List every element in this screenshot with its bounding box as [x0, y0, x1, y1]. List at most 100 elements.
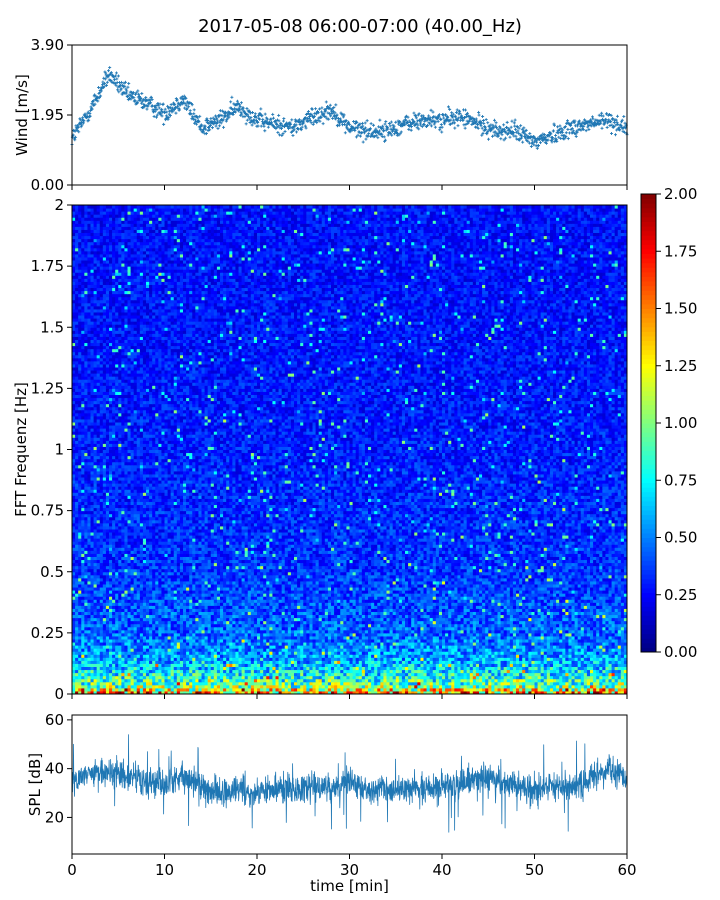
wind-point — [174, 112, 177, 115]
wind-point — [565, 131, 568, 134]
wind-point — [331, 117, 334, 120]
wind-point — [136, 89, 139, 92]
wind-point — [211, 126, 214, 129]
wind-point — [464, 109, 467, 112]
wind-point — [372, 124, 375, 127]
wind-point — [530, 145, 533, 148]
wind-point — [554, 134, 557, 137]
wind-point — [441, 126, 444, 129]
wind-point — [145, 108, 148, 111]
wind-point — [263, 125, 266, 128]
wind-point — [566, 128, 569, 131]
wind-point — [443, 122, 446, 125]
wind-point — [107, 69, 110, 72]
wind-point — [190, 113, 193, 116]
wind-point — [486, 121, 489, 124]
wind-point — [260, 125, 263, 128]
wind-point — [251, 124, 254, 127]
wind-point — [440, 123, 443, 126]
wind-point — [126, 86, 129, 89]
wind-point — [108, 66, 111, 69]
wind-point — [162, 123, 165, 126]
wind-point — [364, 121, 367, 124]
wind-point — [263, 129, 266, 132]
wind-point — [205, 132, 208, 135]
wind-point — [115, 71, 118, 74]
wind-point — [437, 120, 440, 123]
wind-point — [531, 139, 534, 142]
wind-point — [240, 101, 243, 104]
wind-point — [521, 141, 524, 144]
wind-point — [282, 117, 285, 120]
wind-point — [453, 127, 456, 130]
wind-point — [284, 130, 287, 133]
wind-point — [140, 92, 143, 95]
wind-point — [383, 135, 386, 138]
wind-point — [514, 128, 517, 131]
wind-point — [97, 86, 100, 89]
wind-point — [261, 118, 264, 121]
wind-point — [362, 141, 365, 144]
wind-point — [322, 122, 325, 125]
wind-point — [245, 122, 248, 125]
wind-point — [327, 118, 330, 121]
wind-point — [277, 114, 280, 117]
wind-point — [198, 115, 201, 118]
wind-point — [216, 127, 219, 130]
wind-point — [504, 137, 507, 140]
wind-point — [444, 113, 447, 116]
wind-point — [314, 107, 317, 110]
wind-point — [378, 119, 381, 122]
wind-point — [430, 124, 433, 127]
wind-point — [243, 115, 246, 118]
wind-point — [290, 118, 293, 121]
wind-point — [267, 126, 270, 129]
wind-point — [162, 103, 165, 106]
wind-point — [334, 103, 337, 106]
wind-point — [430, 109, 433, 112]
wind-point — [370, 122, 373, 125]
wind-point — [502, 123, 505, 126]
wind-point — [81, 116, 84, 119]
wind-point — [164, 108, 167, 111]
wind-point — [481, 115, 484, 118]
wind-point — [552, 129, 555, 132]
wind-point — [366, 119, 369, 122]
wind-point — [364, 138, 367, 141]
wind-point — [291, 134, 294, 137]
wind-point — [478, 114, 481, 117]
wind-point — [495, 121, 498, 124]
wind-point — [485, 118, 488, 121]
figure-title: 2017-05-08 06:00-07:00 (40.00_Hz) — [198, 16, 522, 37]
wind-panel: 0.001.953.90Wind [m/s] — [13, 36, 629, 194]
wind-point — [264, 113, 267, 116]
wind-point — [510, 120, 513, 123]
wind-point — [307, 110, 310, 113]
wind-point — [434, 126, 437, 129]
wind-point — [88, 112, 91, 115]
wind-point — [487, 138, 490, 141]
wind-point — [440, 131, 443, 134]
wind-point — [453, 121, 456, 124]
wind-point — [519, 124, 522, 127]
wind-point — [222, 126, 225, 129]
wind-point — [462, 123, 465, 126]
wind-point — [528, 132, 531, 135]
wind-point — [537, 144, 540, 147]
wind-point — [251, 111, 254, 114]
wind-point — [567, 137, 570, 140]
wind-point — [117, 75, 120, 78]
wind-point — [508, 136, 511, 139]
wind-point — [193, 108, 196, 111]
wind-point — [503, 138, 506, 141]
wind-point — [325, 100, 328, 103]
wind-point — [334, 111, 337, 114]
wind-point — [189, 109, 192, 112]
wind-point — [127, 82, 130, 85]
wind-point — [514, 135, 517, 138]
wind-point — [539, 141, 542, 144]
wind-point — [499, 137, 502, 140]
wind-point — [344, 131, 347, 134]
wind-point — [432, 111, 435, 114]
wind-point — [355, 135, 358, 138]
